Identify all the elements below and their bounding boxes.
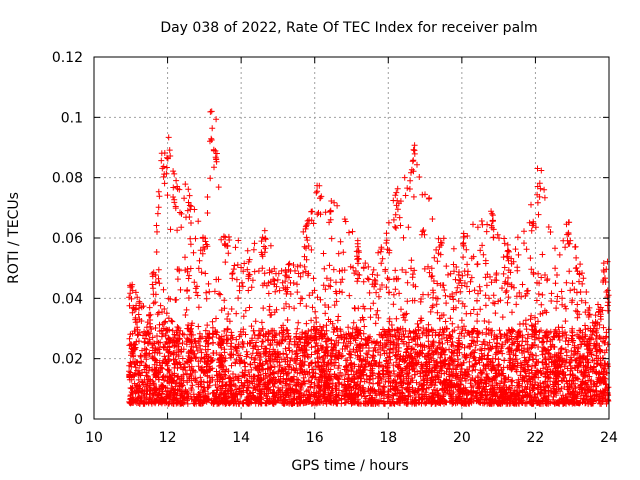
y-axis-label: ROTI / TECUs xyxy=(6,192,22,284)
x-tick-label: 20 xyxy=(453,430,471,446)
y-axis-ticks: 0 0.02 0.04 0.06 0.08 0.1 0.12 xyxy=(52,50,609,428)
chart-title: Day 038 of 2022, Rate Of TEC Index for r… xyxy=(160,20,537,36)
data-points xyxy=(126,108,612,407)
x-tick-label: 14 xyxy=(232,430,250,446)
x-tick-label: 22 xyxy=(527,430,545,446)
y-tick-label: 0.08 xyxy=(52,171,83,187)
y-tick-label: 0.1 xyxy=(61,110,83,126)
y-tick-label: 0.04 xyxy=(52,291,83,307)
x-tick-label: 24 xyxy=(600,430,618,446)
y-tick-label: 0.12 xyxy=(52,50,83,66)
y-tick-label: 0.06 xyxy=(52,231,83,247)
y-tick-label: 0.02 xyxy=(52,352,83,368)
x-tick-label: 16 xyxy=(306,430,324,446)
x-tick-label: 12 xyxy=(159,430,177,446)
y-tick-label: 0 xyxy=(74,412,83,428)
x-tick-label: 10 xyxy=(85,430,103,446)
x-axis-label: GPS time / hours xyxy=(291,458,408,474)
roti-point-markers xyxy=(126,108,612,407)
x-axis-ticks: 10 12 14 16 18 20 22 24 xyxy=(85,57,618,446)
x-tick-label: 18 xyxy=(379,430,397,446)
